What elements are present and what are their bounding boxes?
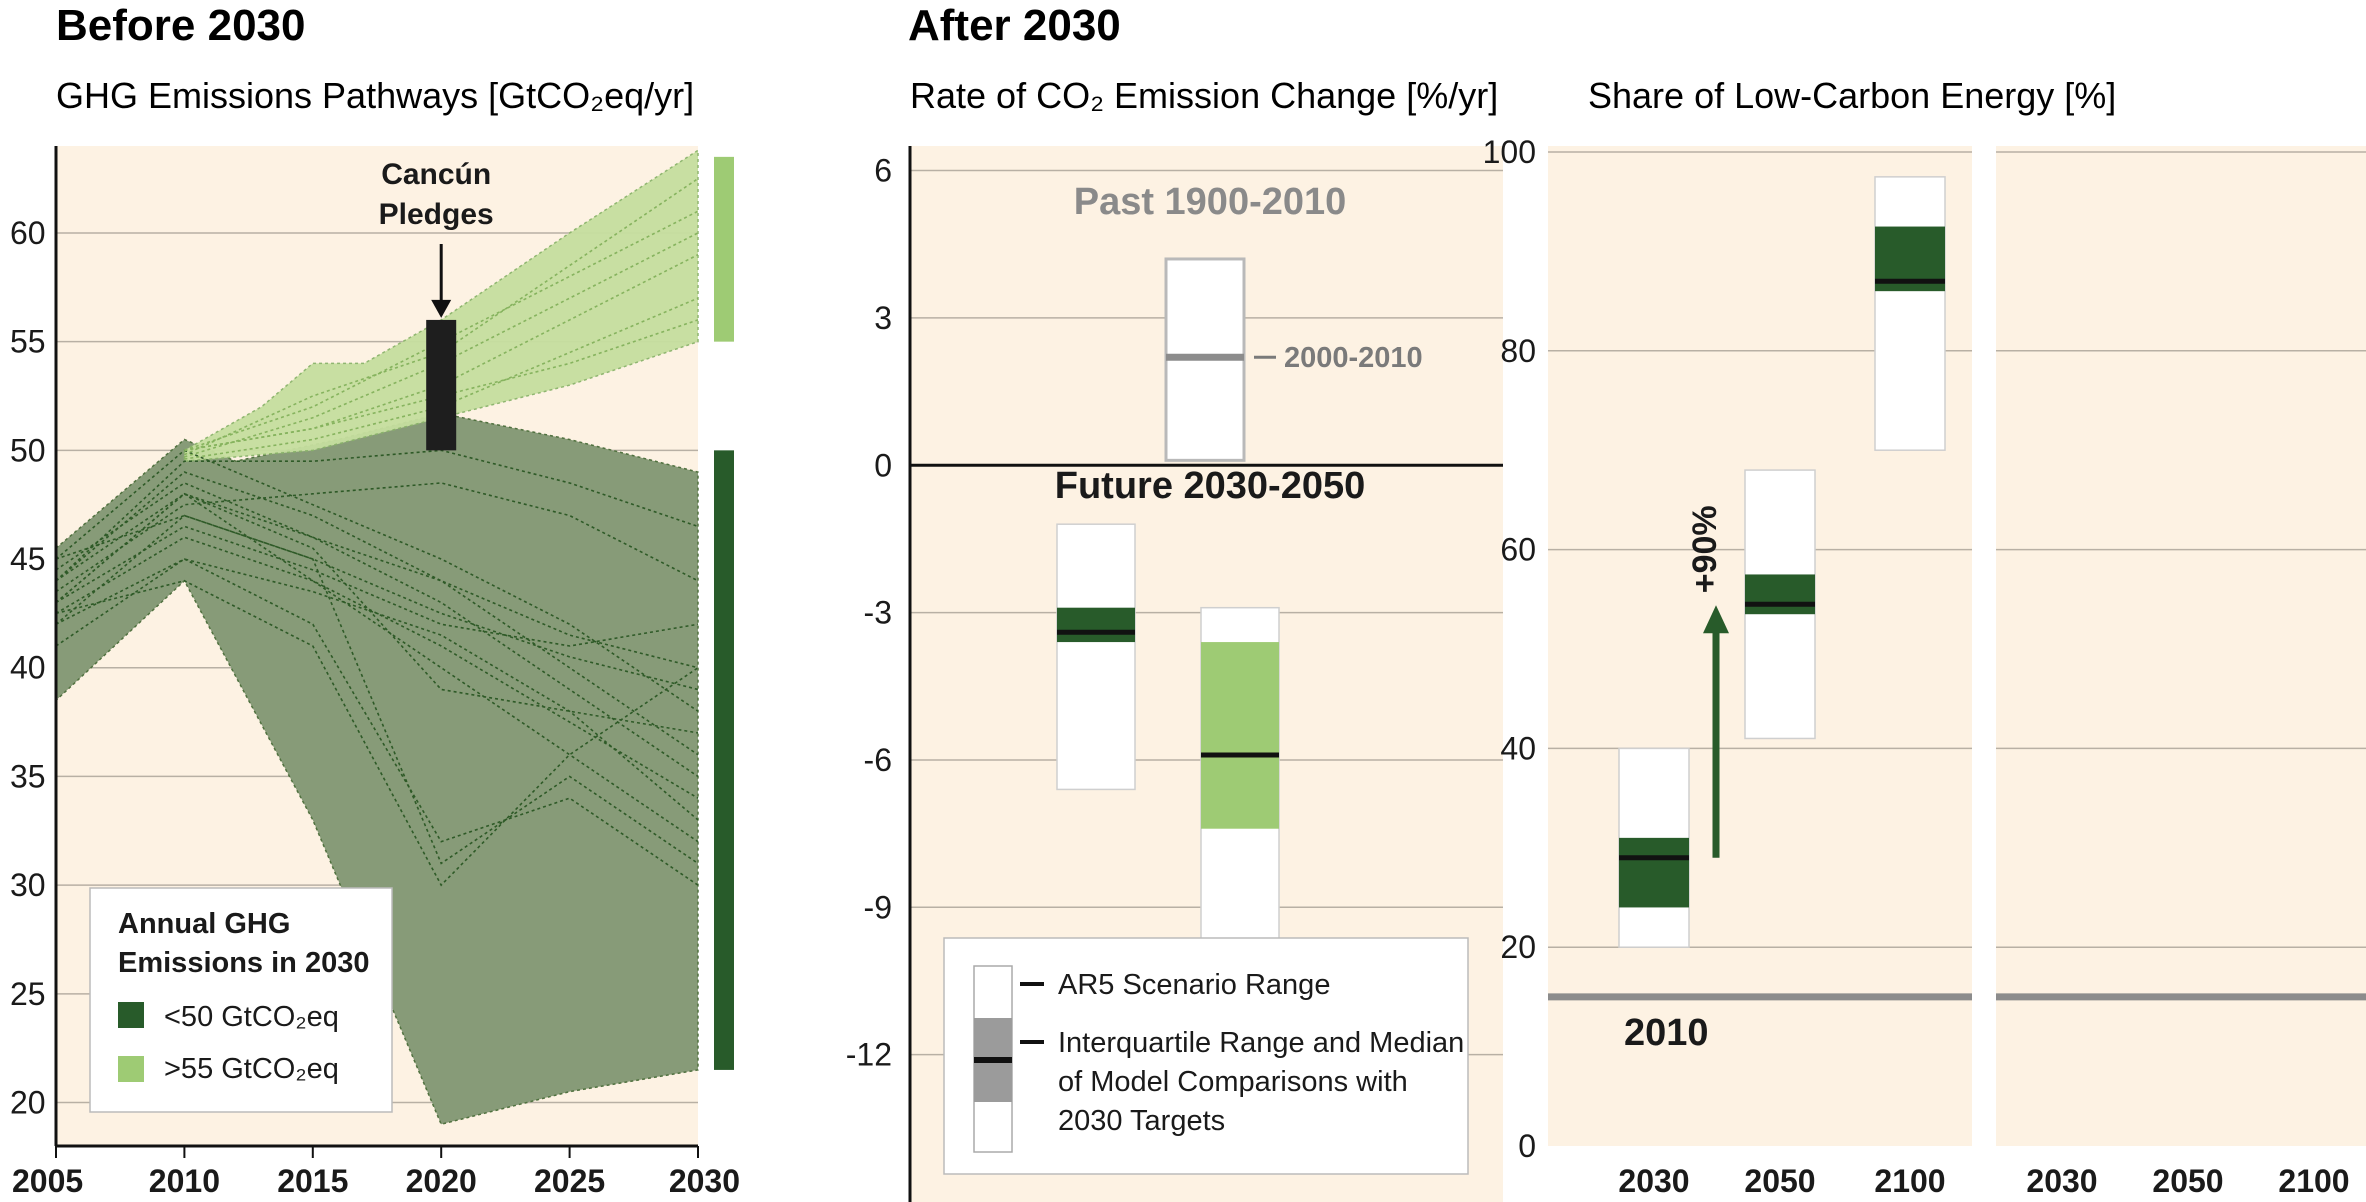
cancun-pledges-bar: [426, 319, 457, 451]
ghg-pathway-low-5: [55, 482, 699, 593]
ghg-x-tick-2015: 2015: [277, 1163, 348, 1199]
before-2030-heading: Before 2030: [56, 1, 305, 50]
ghg-y-tick-55: 55: [10, 324, 46, 360]
lc-x-tick-2100: 2100: [1874, 1163, 1945, 1199]
ghg-bands: [55, 148, 699, 1126]
lc-y-tick-80: 80: [1500, 333, 1536, 369]
lc2-x-tick-2100: 2100: [2278, 1163, 2349, 1199]
ghg-band-0: [55, 412, 699, 1126]
rate-y-tick-6: 6: [874, 153, 892, 189]
ghg-legend-label-low: <50 GtCO₂eq: [164, 1001, 339, 1033]
rate-legend-label-range: AR5 Scenario Range: [1058, 969, 1330, 1001]
lc2-x-tick-2050: 2050: [2152, 1163, 2223, 1199]
ghg-band-1: [183, 148, 699, 463]
rate-y-tick-3: 3: [874, 300, 892, 336]
ghg-legend-swatch-high: [118, 1056, 144, 1082]
ghg-y-tick-50: 50: [10, 432, 46, 468]
lc2-x-tick-2030: 2030: [2026, 1163, 2097, 1199]
ghg-x-tick-2025: 2025: [534, 1163, 605, 1199]
ghg-y-tick-45: 45: [10, 541, 46, 577]
rate-legend-box: [943, 937, 1469, 1175]
ghg-y-tick-35: 35: [10, 758, 46, 794]
rate-future-label: Future 2030-2050: [1055, 465, 1366, 507]
lc-range-box-2100: [1874, 176, 1946, 451]
rate-legend: AR5 Scenario Range Interquartile Range a…: [943, 937, 1469, 1175]
ghg-pathway-low-0: [55, 449, 699, 712]
ghg-x-tick-2020: 2020: [406, 1163, 477, 1199]
lc-y-tick-100: 100: [1483, 134, 1536, 170]
ghg-x-tick-2030: 2030: [669, 1163, 740, 1199]
ghg-pathway-high-0: [184, 210, 699, 452]
lowcarbon-panel-2-bg: [1996, 146, 2366, 1146]
ghg-pathway-high-5: [184, 319, 699, 452]
lc-growth-arrow-label: +90%: [1686, 505, 1724, 593]
rate-future-range-box-0: [1056, 523, 1136, 791]
ghg-y-tick-20: 20: [10, 1085, 46, 1121]
ghg-pathway-low-8: [55, 449, 699, 582]
ghg-legend-title-2: Emissions in 2030: [118, 947, 369, 979]
ghg-2030-range-bar-0: [714, 450, 734, 1070]
lowcarbon-chart: 0 20 40 60 80 100 2010 2030 2050 2100 +90% 2030 2050…: [1483, 134, 2366, 1199]
ghg-y-tick-30: 30: [10, 867, 46, 903]
ghg-y-tick-25: 25: [10, 976, 46, 1012]
rate-chart: 6 3 0 -3 -6 -9 -12 2000-2010 Past 1900-2010 Futur…: [846, 146, 1503, 1202]
lc-y-tick-0: 0: [1518, 1128, 1536, 1164]
rate-y-tick--9: -9: [864, 889, 892, 925]
ghg-legend-label-high: >55 GtCO₂eq: [164, 1053, 339, 1085]
ghg-pathway-low-14: [55, 579, 699, 887]
lc-iqr-2050: [1745, 574, 1815, 615]
rate-past-marker-label: 2000-2010: [1284, 342, 1423, 374]
lc-x-tick-2050: 2050: [1744, 1163, 1815, 1199]
rate-y-tick--12: -12: [846, 1037, 892, 1073]
ghg-x-tick-2010: 2010: [149, 1163, 220, 1199]
after-2030-heading: After 2030: [908, 1, 1121, 50]
ghg-pathway-low-11: [55, 514, 699, 865]
lc-iqr-2030: [1619, 837, 1689, 908]
rate-legend-label-iqr-1: Interquartile Range and Median: [1058, 1027, 1464, 1059]
ghg-pathway-low-7: [55, 558, 699, 821]
ghg-y-tick-60: 60: [10, 215, 46, 251]
lowcarbon-panel-title: Share of Low-Carbon Energy [%]: [1588, 75, 2116, 116]
ghg-y-tick-40: 40: [10, 650, 46, 686]
ghg-pathway-low-4: [55, 514, 699, 691]
lc-growth-arrow-head: [1703, 605, 1729, 634]
rate-panel-title: Rate of CO₂ Emission Change [%/yr]: [910, 75, 1498, 116]
lc-y-tick-20: 20: [1500, 929, 1536, 965]
ghg-pathway-high-3: [184, 297, 699, 460]
ghg-x-tick-2005: 2005: [12, 1163, 83, 1199]
cancun-pledges-label-2: Pledges: [379, 198, 494, 231]
cancun-pledges-label-1: Cancún: [381, 158, 491, 191]
rate-y-tick--6: -6: [864, 742, 892, 778]
ghg-pathway-low-3: [55, 482, 699, 669]
rate-y-tick--3: -3: [864, 595, 892, 631]
ghg-pathway-low-13: [55, 492, 699, 734]
ghg-pathway-low-1: [55, 471, 699, 756]
lc-y-tick-60: 60: [1500, 532, 1536, 568]
rate-y-tick-0: 0: [874, 447, 892, 483]
lc-y-tick-40: 40: [1500, 730, 1536, 766]
rate-legend-label-iqr-3: 2030 Targets: [1058, 1105, 1225, 1137]
rate-future-iqr-0: [1057, 607, 1135, 643]
ghg-pathway-low-10: [55, 558, 699, 886]
rate-future-iqr-1: [1201, 642, 1279, 829]
ghg-pathway-low-12: [55, 525, 699, 647]
ghg-2030-range-bar-1: [714, 156, 734, 342]
ghg-pathway-low-9: [55, 492, 699, 843]
lc-2010-label: 2010: [1624, 1012, 1709, 1054]
ghg-panel-title: GHG Emissions Pathways [GtCO₂eq/yr]: [56, 75, 694, 116]
rate-legend-label-iqr-2: of Model Comparisons with: [1058, 1066, 1408, 1098]
cancun-pledges-arrow-head: [431, 299, 452, 318]
ghg-legend: Annual GHG Emissions in 2030 <50 GtCO₂eq…: [89, 887, 393, 1113]
ghg-legend-title-1: Annual GHG: [118, 908, 290, 940]
ghg-legend-swatch-low: [118, 1002, 144, 1028]
lc-x-tick-2030: 2030: [1618, 1163, 1689, 1199]
rate-past-label: Past 1900-2010: [1074, 181, 1347, 223]
ghg-annotations: Cancún Pledges: [379, 156, 734, 1070]
